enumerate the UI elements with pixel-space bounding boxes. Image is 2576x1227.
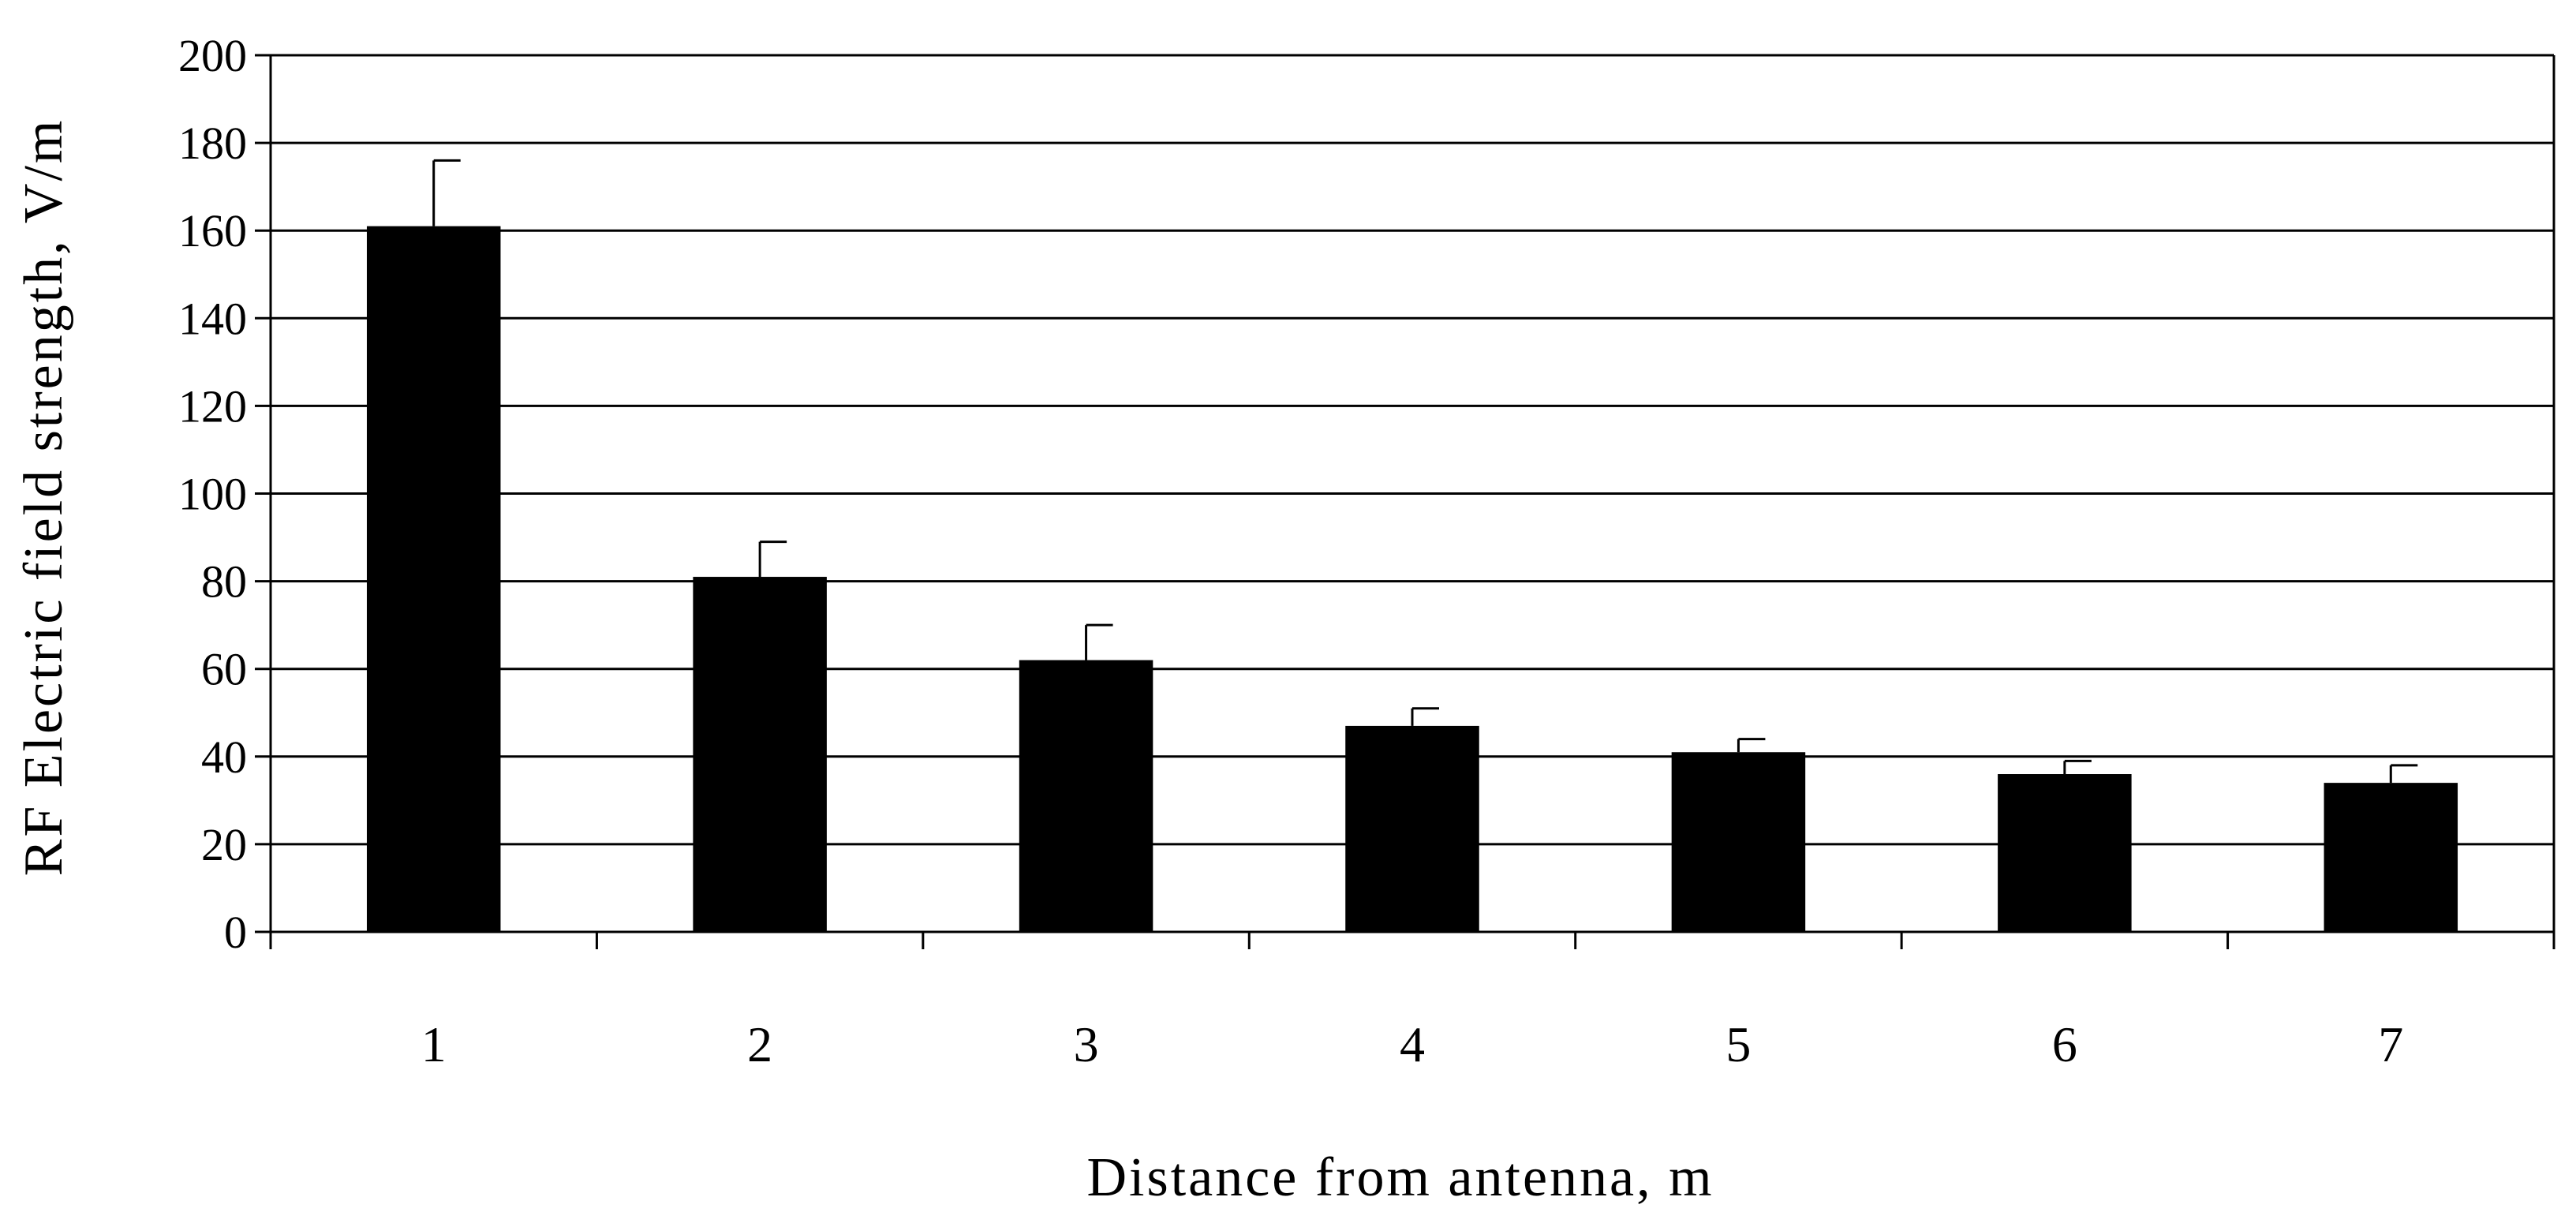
y-tick-label: 40 bbox=[201, 731, 247, 783]
bar bbox=[366, 226, 501, 932]
bars bbox=[366, 226, 2458, 932]
bar bbox=[1998, 774, 2132, 932]
y-tick-label: 200 bbox=[178, 30, 247, 81]
y-axis-title: RF Electric field strength, V/m bbox=[13, 118, 74, 877]
x-tick-labels: 1 2 3 4 5 6 7 bbox=[421, 1016, 2404, 1072]
y-tick-label: 140 bbox=[178, 293, 247, 344]
axes bbox=[255, 54, 2555, 949]
y-tick-labels: 0 20 40 60 80 100 120 140 160 180 200 bbox=[178, 30, 247, 958]
y-tick-label: 20 bbox=[201, 819, 247, 870]
x-tick-label: 2 bbox=[747, 1016, 772, 1072]
y-tick-label: 60 bbox=[201, 644, 247, 695]
y-tick-label: 160 bbox=[178, 205, 247, 256]
x-axis-title: Distance from antenna, m bbox=[1086, 1147, 1714, 1208]
x-tick-label: 5 bbox=[1725, 1016, 1751, 1072]
gridlines bbox=[271, 54, 2554, 846]
x-tick-label: 4 bbox=[1400, 1016, 1425, 1072]
x-tick-label: 7 bbox=[2378, 1016, 2403, 1072]
y-tick-label: 180 bbox=[178, 118, 247, 169]
x-tick-label: 6 bbox=[2052, 1016, 2077, 1072]
x-tick-label: 1 bbox=[421, 1016, 447, 1072]
y-tick-label: 120 bbox=[178, 380, 247, 432]
y-tick-label: 80 bbox=[201, 556, 247, 608]
bar bbox=[1019, 660, 1153, 932]
bar bbox=[1345, 725, 1479, 932]
y-tick-label: 100 bbox=[178, 469, 247, 520]
y-tick-label: 0 bbox=[224, 907, 247, 958]
bar bbox=[1671, 752, 1806, 932]
bar bbox=[2324, 783, 2458, 932]
x-tick-label: 3 bbox=[1074, 1016, 1099, 1072]
error-bars bbox=[432, 159, 2418, 784]
bar bbox=[693, 577, 827, 932]
